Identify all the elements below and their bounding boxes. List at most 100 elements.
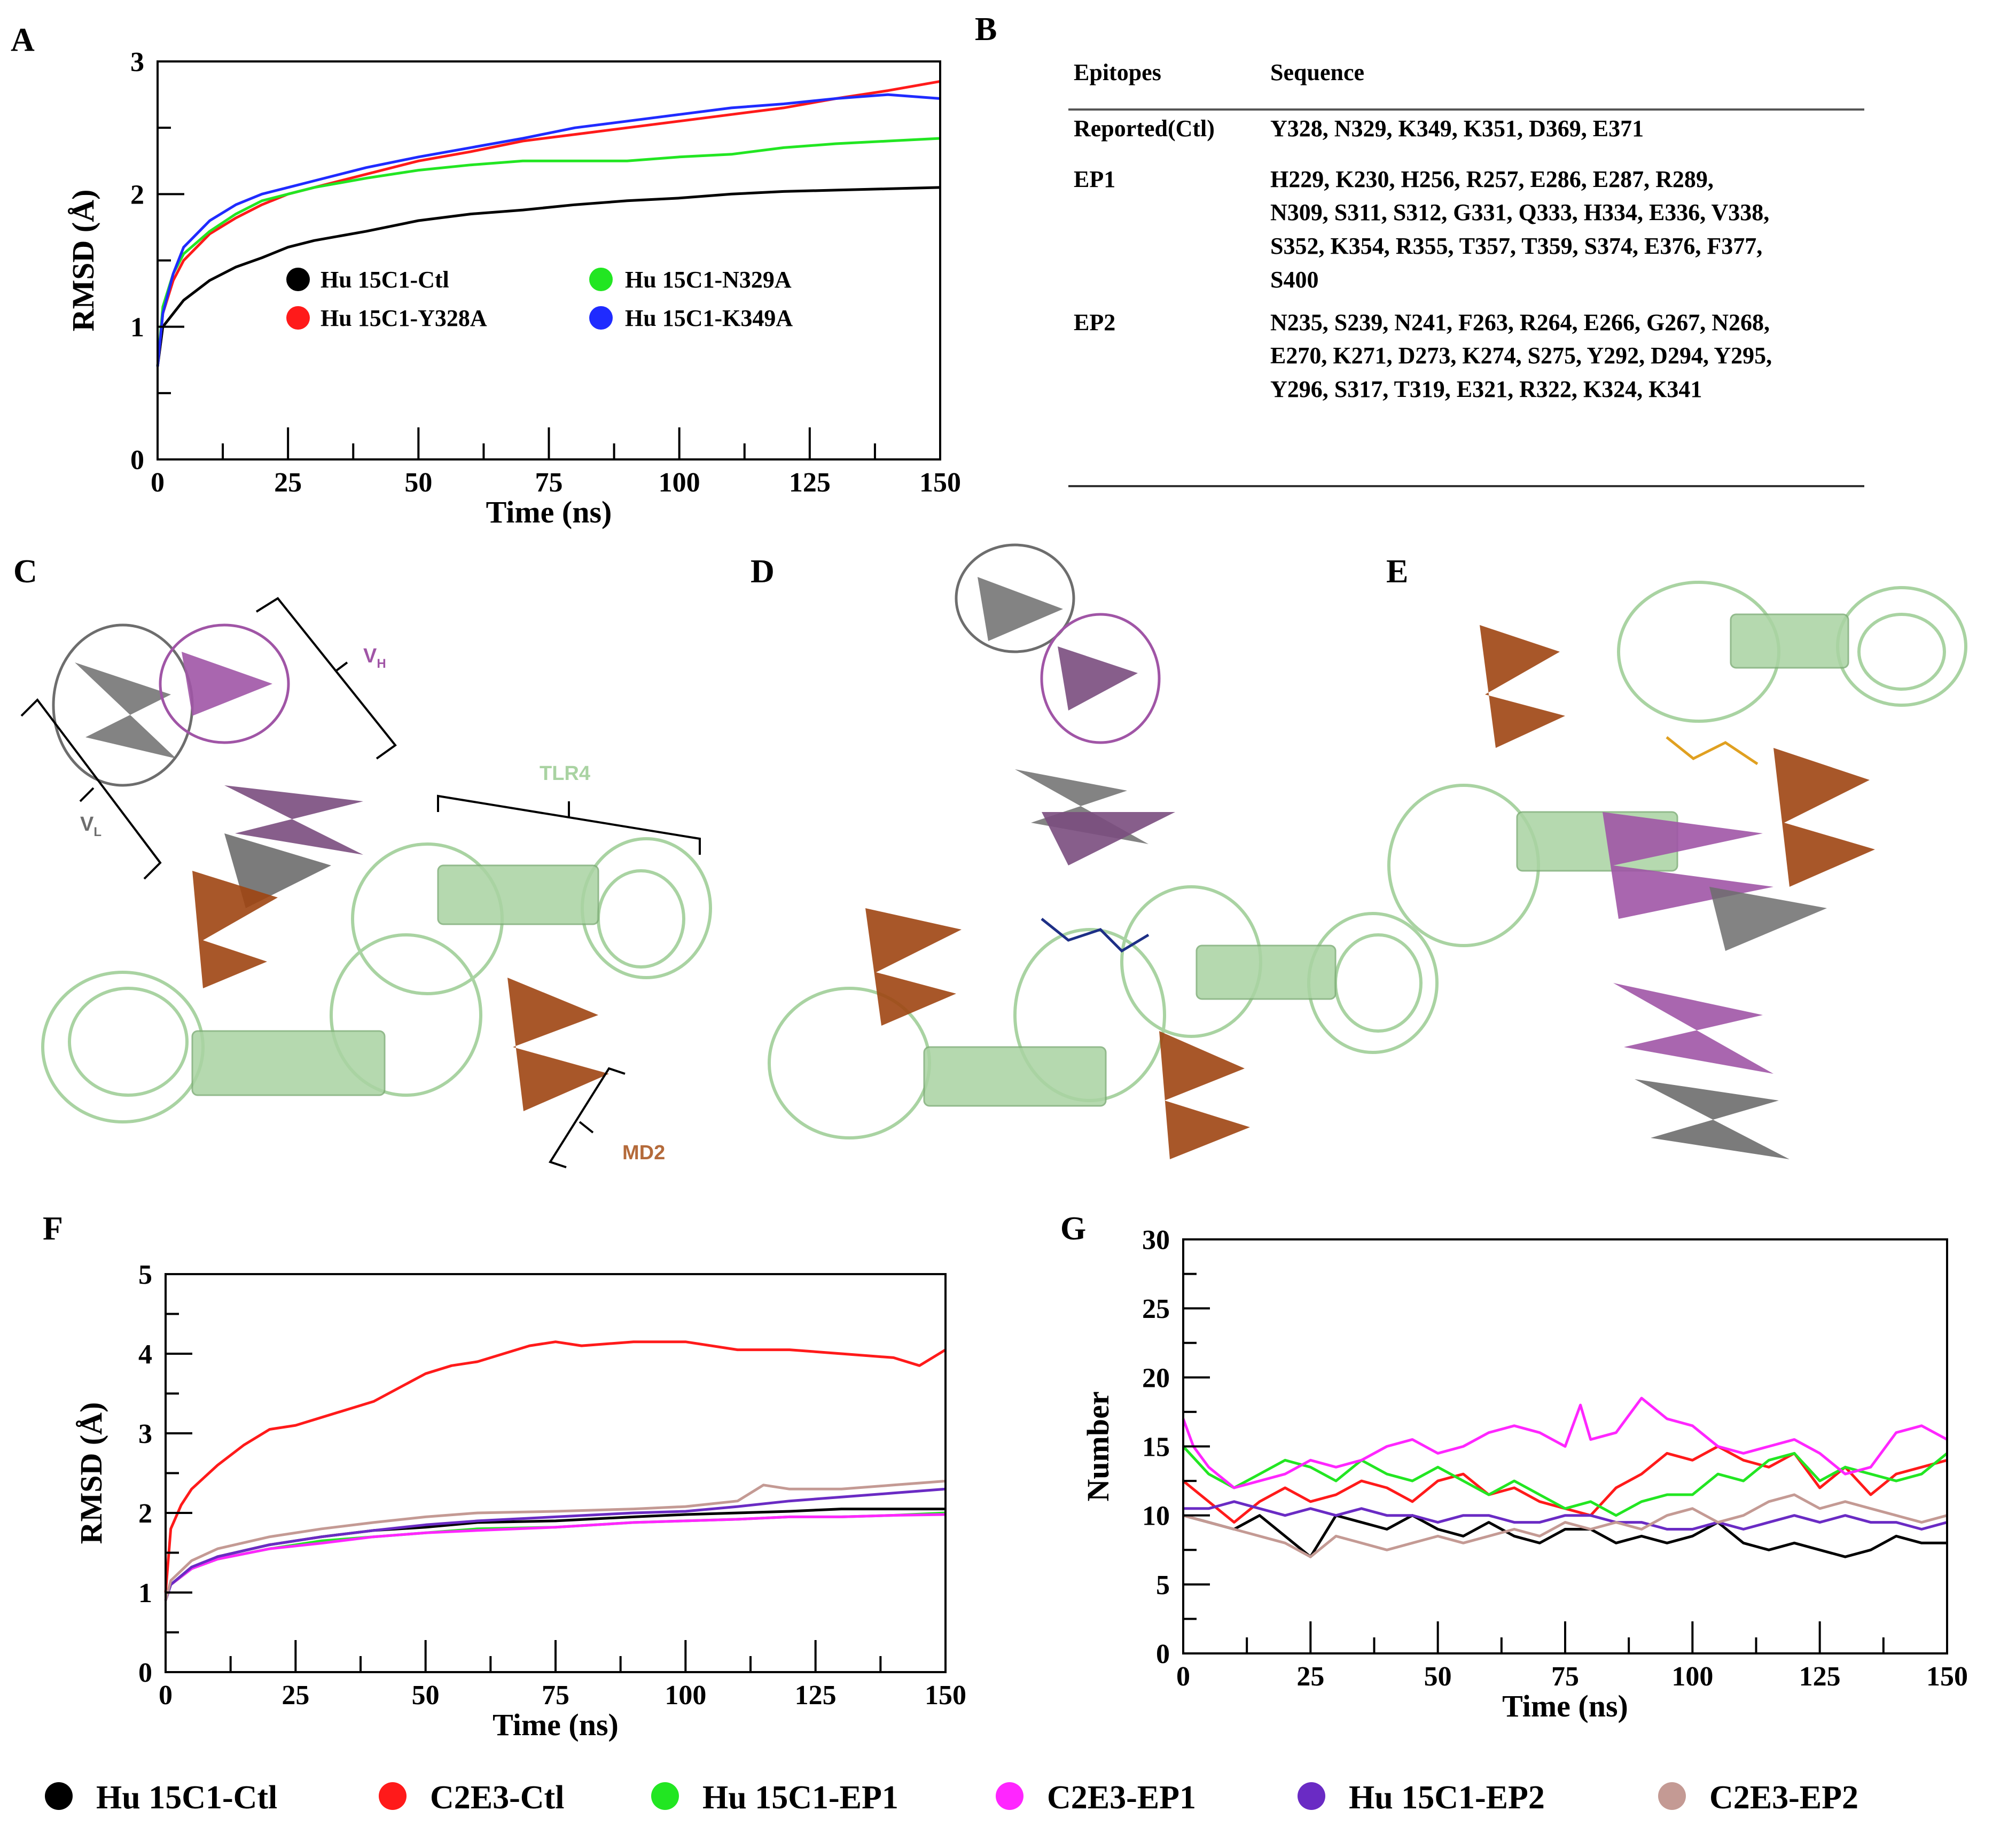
legend-a: Hu 15C1-Ctl Hu 15C1-N329A Hu 15C1-Y328A …	[286, 267, 793, 331]
bottom-legend-marker-6	[1658, 1782, 1686, 1810]
md2-c-upper	[192, 871, 278, 988]
structure-e	[1387, 581, 1967, 1159]
vl-label: VL	[80, 813, 101, 839]
bottom-legend-marker-4	[996, 1782, 1023, 1810]
chart-f-xtick-label-3: 75	[542, 1680, 569, 1711]
chart-g-xtick-label-5: 125	[1799, 1661, 1841, 1692]
table-epitope-ep1: EP1	[1074, 166, 1115, 192]
chart-a-series-2	[156, 137, 941, 367]
chart-f-xtick-label-0: 0	[159, 1680, 173, 1711]
chart-g-xtick-label-1: 25	[1296, 1661, 1324, 1692]
bottom-legend-label-5: Hu 15C1-EP2	[1349, 1779, 1545, 1816]
chart-a-ytick-label-1: 1	[130, 313, 144, 343]
chart-a-ylabel: RMSD (Å)	[66, 190, 100, 332]
legend-a-label-ctl: Hu 15C1-Ctl	[321, 267, 449, 293]
bottom-legend: Hu 15C1-Ctl C2E3-Ctl Hu 15C1-EP1 C2E3-EP…	[45, 1779, 1858, 1816]
chart-g-xtick-label-4: 100	[1671, 1661, 1713, 1692]
chart-a-series-3	[156, 93, 941, 367]
chart-a-xtick-label-2: 50	[404, 467, 432, 498]
bottom-legend-label-1: Hu 15C1-Ctl	[96, 1779, 277, 1816]
structure-c: VH VL TLR4 MD2	[20, 597, 712, 1168]
chart-f-ytick-label-4: 4	[138, 1339, 152, 1370]
chart-a-xtick-label-3: 75	[535, 467, 563, 498]
chart-a-xtick-label-0: 0	[151, 467, 165, 498]
chart-g-xtick-label-2: 50	[1424, 1661, 1452, 1692]
chart-f-xtick-label-4: 100	[665, 1680, 706, 1711]
panel-label-g: G	[1060, 1211, 1086, 1247]
panel-label-a: A	[11, 22, 35, 58]
tlr4-strands-d	[923, 945, 1337, 1107]
legend-a-label-n329a: Hu 15C1-N329A	[625, 267, 792, 293]
table-seq-ep1-line3: S352, K354, R355, T357, T359, S374, E376…	[1270, 233, 1762, 259]
chart-a-series-0	[156, 186, 941, 367]
chart-f-ytick-label-5: 5	[138, 1260, 152, 1290]
chart-g: 0 25 50 75 100 125 150 0 5 10 15 20 25 30 Time (ns) Num…	[1081, 1225, 1968, 1723]
legend-a-label-k349a: Hu 15C1-K349A	[625, 305, 793, 331]
chart-f-series-4	[164, 1487, 946, 1601]
fab-c	[52, 623, 363, 908]
chart-g-ytick-label-1: 5	[1156, 1570, 1170, 1601]
epitope-e	[1666, 736, 1759, 766]
table-seq-ep1-line2: N309, S311, S312, G331, Q333, H334, E336…	[1270, 199, 1769, 225]
chart-f-xtick-label-2: 50	[412, 1680, 440, 1711]
panel-label-c: C	[13, 553, 37, 590]
chart-g-ytick-label-6: 30	[1142, 1225, 1170, 1255]
chart-g-series-3	[1182, 1396, 1948, 1489]
chart-f-series-0	[164, 1508, 946, 1601]
vh-label: VH	[363, 645, 386, 671]
table-epitope-ep2: EP2	[1074, 309, 1115, 335]
bottom-legend-label-2: C2E3-Ctl	[430, 1779, 564, 1816]
legend-a-label-y328a: Hu 15C1-Y328A	[321, 305, 487, 331]
chart-g-ytick-label-2: 10	[1142, 1501, 1170, 1532]
md2-d-upper	[865, 908, 962, 1026]
md2-d-lower	[1159, 1031, 1250, 1159]
chart-a-ytick-label-3: 3	[130, 47, 144, 77]
md2-c-lower	[507, 978, 609, 1111]
chart-f-xtick-label-5: 125	[795, 1680, 837, 1711]
md2-e-lower	[1773, 748, 1875, 887]
vh-bracket	[255, 597, 397, 760]
vh-letter: V	[363, 645, 377, 667]
chart-f-xlabel: Time (ns)	[493, 1707, 619, 1742]
md2-label: MD2	[622, 1142, 665, 1164]
chart-a-xtick-label-6: 150	[919, 467, 961, 498]
table-seq-ep2-line2: E270, K271, D273, K274, S275, Y292, D294…	[1270, 342, 1772, 369]
tlr4-c	[41, 837, 712, 1123]
panel-label-d: D	[751, 553, 775, 590]
chart-f-series-3	[164, 1513, 946, 1601]
vl-letter: V	[80, 813, 94, 836]
chart-a: 0 25 50 75 100 125 150 0 1 2 3 Time (ns) RMSD (Å)	[66, 47, 961, 529]
bottom-legend-marker-3	[651, 1782, 679, 1810]
chart-g-xlabel: Time (ns)	[1502, 1689, 1628, 1723]
legend-a-marker-ctl	[286, 268, 310, 291]
bottom-legend-marker-2	[379, 1782, 407, 1810]
bottom-legend-label-4: C2E3-EP1	[1047, 1779, 1196, 1816]
chart-f-ytick-label-3: 3	[138, 1419, 152, 1449]
structure-d	[768, 543, 1439, 1159]
panel-label-f: F	[43, 1211, 63, 1247]
chart-f-xtick-label-6: 150	[925, 1680, 966, 1711]
chart-a-xtick-label-4: 100	[659, 467, 700, 498]
chart-f-ytick-label-1: 1	[138, 1578, 152, 1609]
table-seq-ctl-line1: Y328, N329, K349, K351, D369, E371	[1270, 115, 1644, 142]
chart-f-frame	[165, 1273, 947, 1673]
fab-e	[1603, 812, 1827, 1159]
vh-subscript: H	[377, 657, 386, 671]
chart-f-ytick-label-0: 0	[138, 1658, 152, 1688]
bottom-legend-marker-1	[45, 1782, 73, 1810]
epitope-table: Epitopes Sequence Reported(Ctl) Y328, N3…	[1068, 59, 1864, 487]
chart-a-ytick-label-2: 2	[130, 179, 144, 210]
vl-bracket	[20, 698, 162, 880]
chart-f-ylabel: RMSD (Å)	[74, 1402, 108, 1544]
chart-f: 0 25 50 75 100 125 150 0 1 2 3 4 5 Time (ns) RMSD (Å)	[74, 1260, 966, 1742]
table-seq-ep2-line1: N235, S239, N241, F263, R264, E266, G267…	[1270, 309, 1770, 335]
legend-a-marker-y328a	[286, 306, 310, 330]
chart-f-ytick-label-2: 2	[138, 1498, 152, 1529]
fab-d	[955, 543, 1175, 865]
table-seq-ep2-line3: Y296, S317, T319, E321, R322, K324, K341	[1270, 376, 1702, 402]
chart-f-series-1	[164, 1340, 947, 1593]
chart-f-series-5	[164, 1479, 946, 1601]
chart-g-ytick-label-0: 0	[1156, 1639, 1170, 1669]
table-seq-ep1-line4: S400	[1270, 267, 1318, 293]
